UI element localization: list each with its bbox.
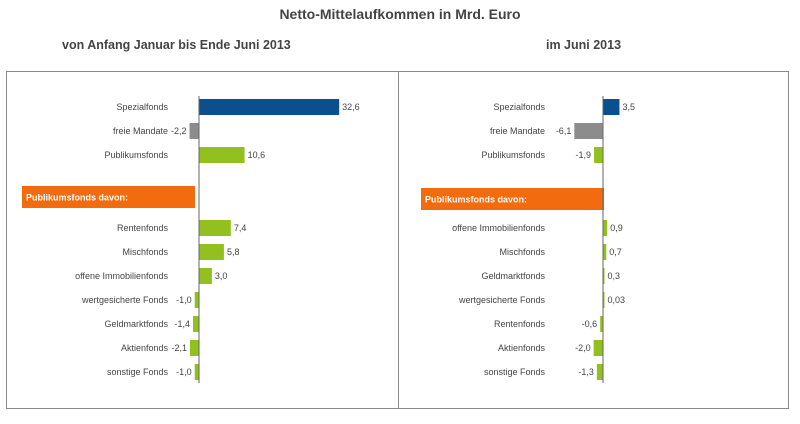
june-aktienfonds-bar [593,340,603,356]
chart-frame [6,71,789,409]
chart-title: Netto-Mittelaufkommen in Mrd. Euro [279,6,521,22]
ytd-sonstige-fonds-value-label: -1,0 [176,367,192,377]
june-sonstige-fonds-category-label: sonstige Fonds [484,367,546,377]
june-mischfonds-bar [603,244,607,260]
ytd-sonstige-fonds-bar [194,364,199,380]
june-publikumsfonds-category-label: Publikumsfonds [481,150,545,160]
ytd-spezialfonds-category-label: Spezialfonds [116,102,168,112]
left-panel-subtitle: von Anfang Januar bis Ende Juni 2013 [62,38,291,52]
june-sonstige-fonds-bar [596,364,603,380]
ytd-rentenfonds-bar [199,220,231,236]
ytd-sonstige-fonds-category-label: sonstige Fonds [107,367,169,377]
ytd-wertgesicherte-fonds-category-label: wertgesicherte Fonds [81,295,169,305]
june-freie-mandate-bar [574,123,603,139]
ytd-geldmarktfonds-value-label: -1,4 [174,319,190,329]
june-offene-immobilienfonds-category-label: offene Immobilienfonds [452,223,545,233]
june-freie-mandate-value-label: -6,1 [556,126,572,136]
ytd-publikumsfonds-bar [199,147,245,163]
ytd-band [22,186,195,208]
ytd-freie-mandate-bar [189,123,199,139]
ytd-offene-immobilienfonds-category-label: offene Immobilienfonds [75,271,168,281]
ytd-aktienfonds-bar [189,340,199,356]
june-aktienfonds-value-label: -2,0 [575,343,591,353]
ytd-band-label: Publikumsfonds davon: [26,193,128,203]
ytd-offene-immobilienfonds-value-label: 3,0 [215,271,228,281]
ytd-mischfonds-category-label: Mischfonds [122,247,168,257]
ytd-freie-mandate-category-label: freie Mandate [113,126,168,136]
june-aktienfonds-category-label: Aktienfonds [498,343,546,353]
ytd-mischfonds-bar [199,244,224,260]
ytd-rentenfonds-value-label: 7,4 [234,223,247,233]
june-geldmarktfonds-bar [603,268,605,284]
ytd-aktienfonds-value-label: -2,1 [171,343,187,353]
ytd-wertgesicherte-fonds-value-label: -1,0 [176,295,192,305]
june-publikumsfonds-bar [594,147,603,163]
june-geldmarktfonds-category-label: Geldmarktfonds [481,271,545,281]
june-mischfonds-value-label: 0,7 [609,247,622,257]
ytd-wertgesicherte-fonds-bar [194,292,199,308]
ytd-geldmarktfonds-category-label: Geldmarktfonds [104,319,168,329]
june-spezialfonds-category-label: Spezialfonds [493,102,545,112]
june-offene-immobilienfonds-value-label: 0,9 [610,223,623,233]
ytd-offene-immobilienfonds-bar [199,268,212,284]
june-wertgesicherte-fonds-category-label: wertgesicherte Fonds [458,295,546,305]
ytd-spezialfonds-value-label: 32,6 [342,102,360,112]
june-band [421,188,604,210]
june-geldmarktfonds-value-label: 0,3 [608,271,621,281]
ytd-mischfonds-value-label: 5,8 [227,247,240,257]
ytd-freie-mandate-value-label: -2,2 [171,126,187,136]
june-wertgesicherte-fonds-value-label: 0,03 [608,295,626,305]
ytd-rentenfonds-category-label: Rentenfonds [117,223,169,233]
june-wertgesicherte-fonds-bar [603,292,605,308]
ytd-geldmarktfonds-bar [192,316,199,332]
right-panel-subtitle: im Juni 2013 [546,38,622,52]
june-freie-mandate-category-label: freie Mandate [490,126,545,136]
june-offene-immobilienfonds-bar [603,220,608,236]
ytd-publikumsfonds-category-label: Publikumsfonds [104,150,168,160]
june-rentenfonds-bar [600,316,603,332]
june-spezialfonds-value-label: 3,5 [622,102,635,112]
ytd-publikumsfonds-value-label: 10,6 [248,150,266,160]
ytd-aktienfonds-category-label: Aktienfonds [121,343,169,353]
june-sonstige-fonds-value-label: -1,3 [578,367,594,377]
june-rentenfonds-category-label: Rentenfonds [494,319,546,329]
june-band-label: Publikumsfonds davon: [425,195,527,205]
panel-divider [398,71,399,409]
june-mischfonds-category-label: Mischfonds [499,247,545,257]
june-rentenfonds-value-label: -0,6 [582,319,598,329]
ytd-spezialfonds-bar [199,99,340,115]
june-spezialfonds-bar [603,99,620,115]
june-publikumsfonds-value-label: -1,9 [576,150,592,160]
